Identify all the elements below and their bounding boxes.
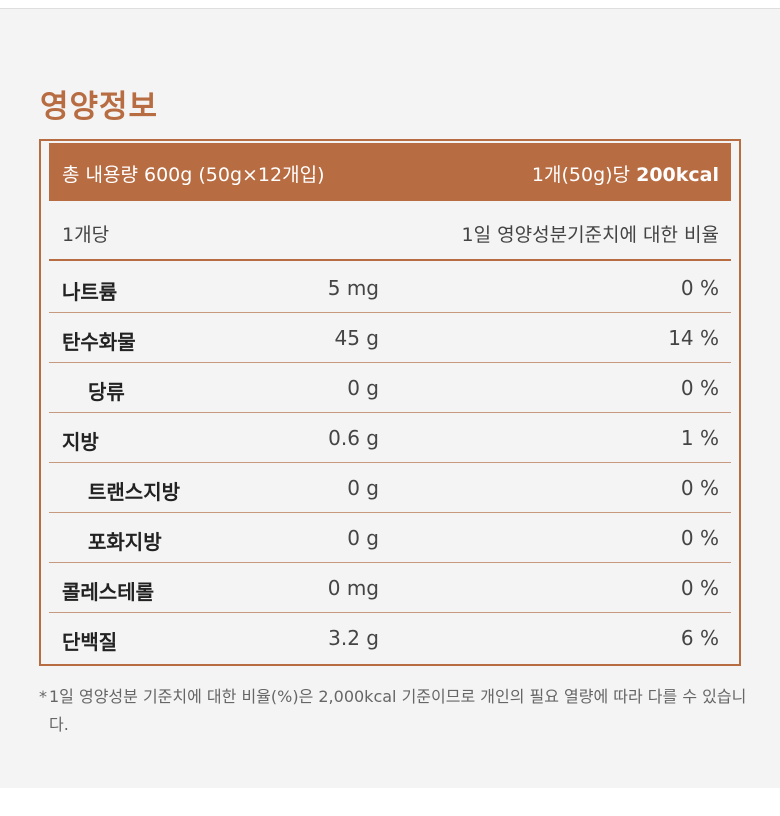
- nutrient-amount: 0 mg: [327, 576, 379, 600]
- table-header: 총 내용량 600g (50g×12개입) 1개(50g)당 200kcal: [49, 143, 731, 201]
- table-row: 단백질 3.2 g 6 %: [49, 613, 731, 663]
- per-serving-label: 1개(50g)당: [531, 164, 631, 186]
- table-row: 나트륨 5 mg 0 %: [49, 263, 731, 313]
- per-unit-label: 1개당: [62, 224, 110, 246]
- table-subheader: 1개당 1일 영양성분기준치에 대한 비율: [49, 201, 731, 261]
- nutrient-name: 지방: [62, 430, 99, 454]
- nutrient-name: 탄수화물: [62, 330, 136, 354]
- calorie-info: 1개(50g)당 200kcal: [532, 160, 719, 187]
- footnote: * 1일 영양성분 기준치에 대한 비율(%)은 2,000kcal 기준이므로…: [39, 683, 751, 739]
- nutrient-rows: 나트륨 5 mg 0 % 탄수화물 45 g 14 % 당류 0 g 0 % 지…: [49, 263, 731, 663]
- nutrient-amount: 5 mg: [327, 276, 379, 300]
- nutrition-table: 총 내용량 600g (50g×12개입) 1개(50g)당 200kcal 1…: [39, 139, 741, 666]
- table-row: 콜레스테롤 0 mg 0 %: [49, 563, 731, 613]
- table-row: 탄수화물 45 g 14 %: [49, 313, 731, 363]
- nutrient-percent: 1 %: [680, 426, 719, 450]
- nutrient-name: 당류: [88, 380, 125, 404]
- nutrient-amount: 0 g: [347, 526, 379, 550]
- table-row: 트랜스지방 0 g 0 %: [49, 463, 731, 513]
- table-row: 지방 0.6 g 1 %: [49, 413, 731, 463]
- nutrient-percent: 0 %: [680, 526, 719, 550]
- nutrient-percent: 14 %: [668, 326, 719, 350]
- nutrient-amount: 3.2 g: [328, 626, 379, 650]
- total-content: 총 내용량 600g (50g×12개입): [62, 164, 325, 186]
- nutrient-amount: 0 g: [347, 376, 379, 400]
- calorie-value: 200kcal: [636, 164, 719, 186]
- nutrient-amount: 0 g: [347, 476, 379, 500]
- table-row: 포화지방 0 g 0 %: [49, 513, 731, 563]
- nutrient-amount: 45 g: [334, 326, 379, 350]
- nutrient-name: 포화지방: [88, 530, 162, 554]
- nutrient-percent: 0 %: [680, 576, 719, 600]
- nutrient-name: 단백질: [62, 630, 118, 654]
- nutrient-amount: 0.6 g: [328, 426, 379, 450]
- table-row: 당류 0 g 0 %: [49, 363, 731, 413]
- nutrient-percent: 0 %: [680, 276, 719, 300]
- footnote-text: 1일 영양성분 기준치에 대한 비율(%)은 2,000kcal 기준이므로 개…: [49, 687, 747, 734]
- nutrition-panel: 영양정보 총 내용량 600g (50g×12개입) 1개(50g)당 200k…: [0, 8, 780, 788]
- nutrient-percent: 0 %: [680, 376, 719, 400]
- section-title: 영양정보: [40, 89, 159, 125]
- nutrient-percent: 0 %: [680, 476, 719, 500]
- nutrient-name: 콜레스테롤: [62, 580, 154, 604]
- nutrient-percent: 6 %: [680, 626, 719, 650]
- daily-ratio-label: 1일 영양성분기준치에 대한 비율: [461, 224, 719, 246]
- nutrient-name: 나트륨: [62, 280, 118, 304]
- nutrient-name: 트랜스지방: [88, 480, 180, 504]
- footnote-mark: *: [39, 687, 47, 706]
